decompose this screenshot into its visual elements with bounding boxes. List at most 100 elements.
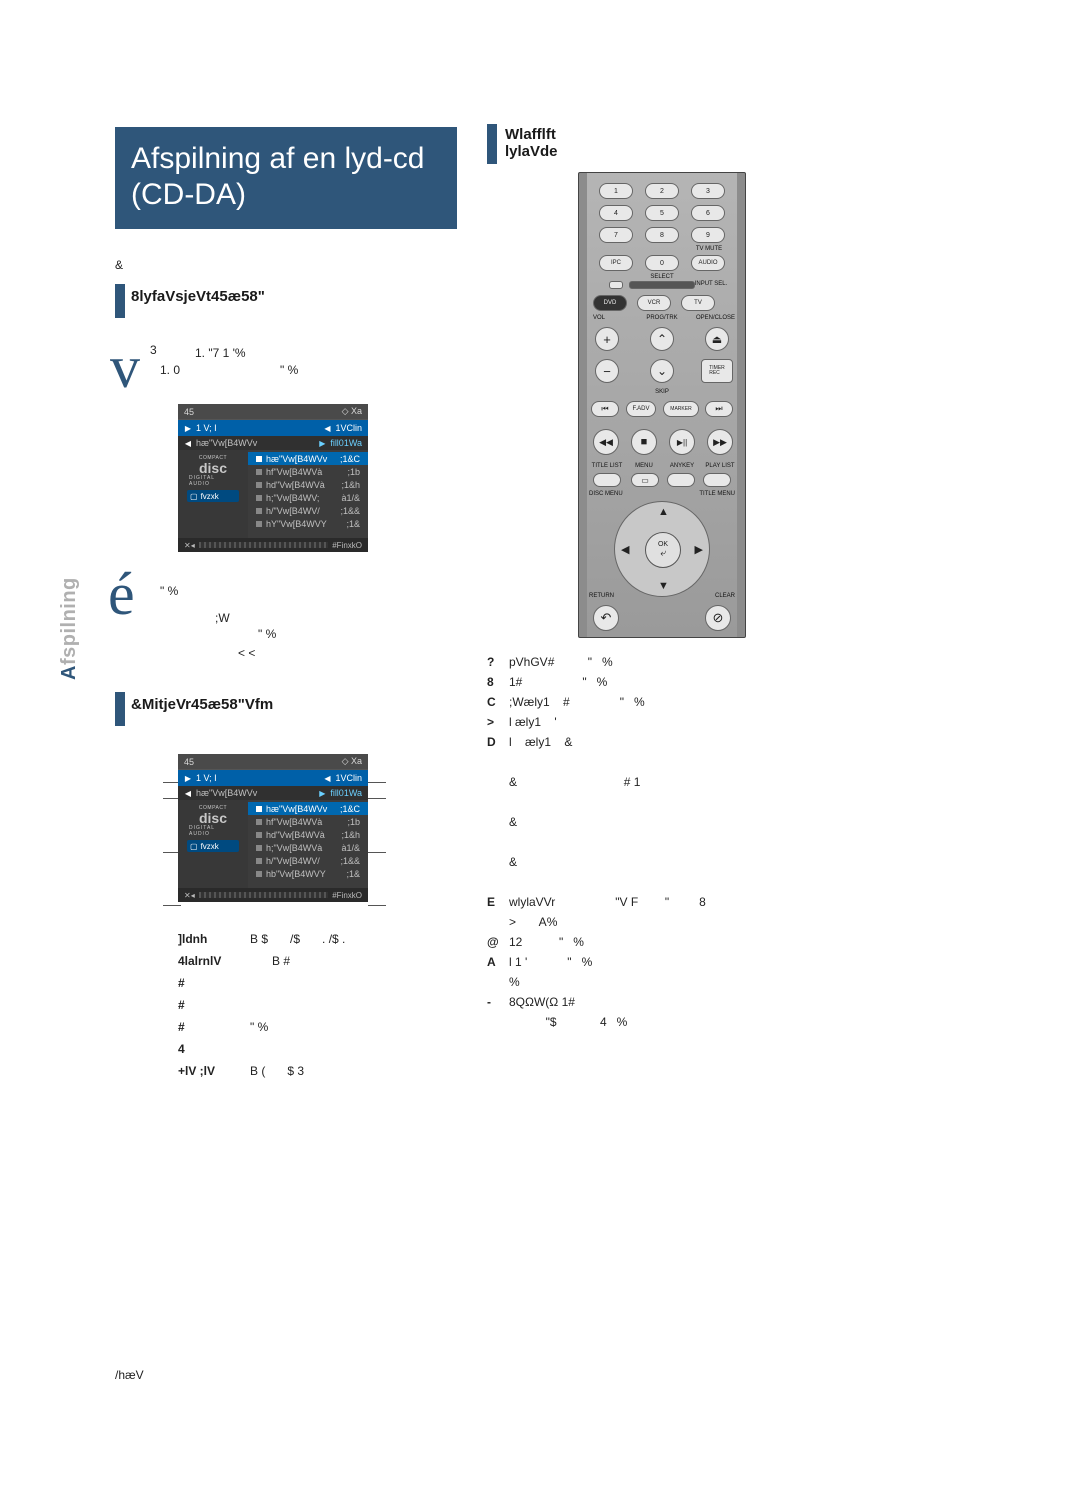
remote-btn-eject[interactable]: ⏏: [705, 327, 729, 351]
remote-btn-prog-up[interactable]: ⌃: [650, 327, 674, 351]
remote-btn-vcr[interactable]: VCR: [637, 295, 671, 311]
track-icon: [256, 832, 262, 838]
remote-btn-ok[interactable]: OK ⤶: [645, 532, 681, 568]
remote-btn-playlist[interactable]: [703, 473, 731, 487]
remote-btn-audio[interactable]: AUDIO: [691, 255, 725, 271]
remote-btn-9[interactable]: 9: [691, 227, 725, 243]
right-list-num: [487, 794, 509, 814]
left-list-cell: #: [178, 974, 228, 996]
remote-btn-marker[interactable]: MARKER: [663, 401, 699, 417]
remote-btn-menu[interactable]: ▭: [631, 473, 659, 487]
right-list-text: pVhGV# " %: [509, 654, 613, 674]
panel2-header-right: ◀ 1VClin: [323, 773, 362, 783]
right-description-list: ?pVhGV# " %81# " %C;Wæly1 # " %>l æly1 '…: [487, 654, 867, 1034]
remote-dpad-up[interactable]: ▲: [658, 506, 669, 518]
remote-btn-fadv[interactable]: F.ADV: [626, 401, 656, 417]
left-list-row: 4: [178, 1040, 448, 1062]
remote-dpad-right[interactable]: ▶: [695, 543, 703, 556]
track-time: ;1&C: [340, 804, 360, 814]
callout-r3: [368, 852, 386, 853]
panel1-sub-left-text: hæ"Vw[B4WVv: [196, 438, 257, 448]
step1-glyph: v: [110, 333, 140, 402]
track-name: hf"Vw[B4WVà: [266, 817, 322, 827]
right-list-num: ?: [487, 654, 509, 674]
right-list-num: E: [487, 894, 509, 914]
callout-r2: [368, 798, 386, 799]
track-name: h/"Vw[B4WV/: [266, 506, 320, 516]
panel2-footer-left: ✕◂: [184, 891, 195, 900]
left-list-cell: 4: [178, 1040, 228, 1062]
remote-btn-next[interactable]: ⏭: [705, 401, 733, 417]
section2-heading: &MitjeVr45æ58"Vfm: [131, 696, 273, 714]
remote-btn-rew[interactable]: ◀◀: [593, 429, 619, 455]
remote-btn-stop[interactable]: ■: [631, 429, 657, 455]
callout-r4: [368, 905, 386, 906]
remote-label-titlelist: TITLE LIST: [589, 463, 625, 469]
screenshot-panel-1: 45 ◇ Xa ▶ 1 V; I ◀ 1VClin ◀ hæ"Vw[B4WVv …: [178, 404, 368, 552]
page-title-box: Afspilning af en lyd-cd (CD-DA): [115, 127, 457, 229]
remote-control: 1 2 3 4 5 6 7 8 9 TV MUTE IPC 0 AUDIO SE…: [578, 172, 746, 638]
remote-select-bar[interactable]: [629, 281, 695, 289]
panel1-subbar: ◀ hæ"Vw[B4WVv ▶ fill01Wa: [178, 436, 368, 450]
track-name: hæ"Vw[B4WVv: [266, 804, 327, 814]
right-list-num: D: [487, 734, 509, 754]
track-title: hæ"Vw[B4WVv: [256, 454, 327, 464]
panel1-top-left: 45: [184, 407, 194, 417]
step1-line2: 1. 0: [160, 362, 180, 378]
remote-btn-ipc[interactable]: IPC: [599, 255, 633, 271]
remote-btn-7[interactable]: 7: [599, 227, 633, 243]
remote-btn-play-pause[interactable]: ▶||: [669, 429, 695, 455]
remote-btn-4[interactable]: 4: [599, 205, 633, 221]
remote-btn-tv[interactable]: TV: [681, 295, 715, 311]
remote-select-left[interactable]: [609, 281, 623, 289]
track-row: h/"Vw[B4WV/;1&&: [248, 504, 368, 517]
remote-dpad-left[interactable]: ◀: [621, 543, 629, 556]
remote-dpad-down[interactable]: ▼: [658, 580, 669, 592]
panel1-header: ▶ 1 V; I ◀ 1VClin: [178, 420, 368, 436]
panel2-left-pill-icon: ▢: [190, 842, 198, 851]
panel1-body: COMPACT disc DIGITAL AUDIO ▢ fvzxk hæ"Vw…: [178, 450, 368, 538]
remote-label-skip: SKIP: [639, 389, 685, 395]
remote-btn-6[interactable]: 6: [691, 205, 725, 221]
remote-btn-3[interactable]: 3: [691, 183, 725, 199]
track-title: hd"Vw[B4WVà: [256, 830, 325, 840]
remote-btn-prog-down[interactable]: ⌄: [650, 359, 674, 383]
panel2-topbar: 45 ◇ Xa: [178, 754, 368, 770]
remote-btn-1[interactable]: 1: [599, 183, 633, 199]
right-list-num: A: [487, 954, 509, 974]
right-list-text: &: [509, 854, 517, 874]
panel2-sub-right: ▶ fill01Wa: [318, 788, 362, 798]
panel2-header: ▶ 1 V; I ◀ 1VClin: [178, 770, 368, 786]
step2-line2: ;W: [215, 610, 230, 626]
remote-btn-ff[interactable]: ▶▶: [707, 429, 733, 455]
remote-btn-vol-down[interactable]: −: [595, 359, 619, 383]
track-time: ;1b: [347, 467, 360, 477]
remote-btn-dvd[interactable]: DVD: [593, 295, 627, 311]
remote-btn-vol-up[interactable]: +: [595, 327, 619, 351]
track-row: h;"Vw[B4WV;à1/&: [248, 491, 368, 504]
track-row: hæ"Vw[B4WVv ;1&C: [248, 802, 368, 815]
remote-btn-prev[interactable]: ⏮: [591, 401, 619, 417]
remote-btn-5[interactable]: 5: [645, 205, 679, 221]
remote-btn-0[interactable]: 0: [645, 255, 679, 271]
track-row: hf"Vw[B4WVà;1b: [248, 465, 368, 478]
remote-btn-titlelist[interactable]: [593, 473, 621, 487]
remote-label-vol: VOL: [593, 315, 623, 321]
remote-btn-8[interactable]: 8: [645, 227, 679, 243]
track-name: h;"Vw[B4WVà: [266, 843, 322, 853]
remote-btn-clear[interactable]: ⊘: [705, 605, 731, 631]
remote-btn-timer-rec[interactable]: TIMER REC: [701, 359, 733, 383]
panel1-cd-sub: DIGITAL AUDIO: [189, 475, 237, 487]
track-row: hf"Vw[B4WVà;1b: [248, 815, 368, 828]
track-title: h/"Vw[B4WV/: [256, 506, 320, 516]
remote-btn-return[interactable]: ↶: [593, 605, 619, 631]
right-list-row: 81# " %: [487, 674, 867, 694]
remote-btn-anykey[interactable]: [667, 473, 695, 487]
right-list-num: [487, 914, 509, 934]
left-list-row: +lV ;lVB ($ 3: [178, 1062, 448, 1084]
remote-btn-2[interactable]: 2: [645, 183, 679, 199]
step2-line4: < <: [238, 645, 255, 661]
right-list-row: Al 1 ' " %: [487, 954, 867, 974]
panel2-top-right: ◇ Xa: [342, 756, 362, 767]
track-row: hd"Vw[B4WVà;1&h: [248, 478, 368, 491]
